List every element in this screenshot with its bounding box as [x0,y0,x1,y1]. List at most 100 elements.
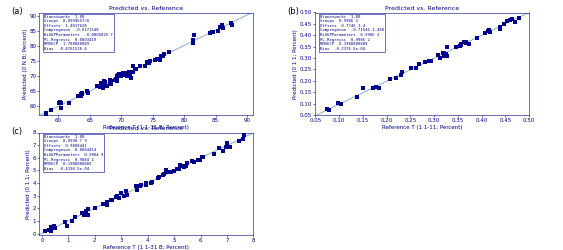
Point [218,26,227,30]
Point [113,73,122,77]
Point [369,86,378,90]
Point [439,51,448,55]
Point [181,164,190,168]
Point [425,59,434,63]
Point [176,163,185,167]
Point [56,101,65,105]
Point [166,170,175,174]
Point [101,80,110,84]
Point [415,62,424,66]
Point [485,30,494,34]
Point [452,46,461,50]
Point [456,43,465,47]
Point [114,72,123,76]
Point [122,71,131,75]
Point [165,170,174,174]
Point [461,40,470,44]
Point [111,77,120,81]
Point [156,58,165,62]
Point [41,229,50,233]
Point [190,33,199,37]
Point [112,78,121,82]
Point [116,74,125,78]
Point [464,42,473,46]
Point [106,78,115,82]
Point [91,206,100,210]
Point [147,181,156,185]
Point [208,30,217,34]
Point [227,21,236,25]
Point [197,154,206,158]
Point [100,78,109,82]
Point [374,86,383,90]
Point [459,40,468,44]
Point [391,76,400,80]
Point [143,60,152,64]
Point [46,225,55,229]
Point [207,30,216,34]
Point [169,169,178,173]
Point [46,228,55,232]
Point [78,211,87,215]
Point [128,70,137,74]
Point [179,165,188,169]
Point [154,176,163,180]
Point [73,94,82,98]
Point [64,101,73,105]
Title: Predicted vs. Reference: Predicted vs. Reference [109,126,184,131]
Y-axis label: Predicted (0 N B; Percent): Predicted (0 N B; Percent) [23,28,28,99]
Point [455,44,464,48]
Point [496,26,505,30]
Point [443,54,452,58]
Point [47,108,56,112]
Point [205,32,215,36]
Point [223,141,232,145]
Point [63,224,72,228]
Point [499,22,508,26]
Point [55,101,64,105]
Point [78,92,87,96]
Point [359,86,368,90]
Point [194,158,203,162]
Point [159,172,168,176]
Y-axis label: Predicted (0 1 1; Percent): Predicted (0 1 1; Percent) [26,149,32,218]
Point [70,215,79,219]
Point [215,146,224,150]
Point [188,38,197,42]
Point [83,212,92,216]
Point [461,41,470,45]
Text: (c): (c) [12,128,23,136]
Point [99,86,108,90]
Point [199,155,208,159]
Point [144,61,153,65]
Point [397,73,406,77]
Point [113,74,122,78]
Point [124,70,133,74]
Point [188,41,197,45]
Point [173,166,182,170]
Text: (a): (a) [12,7,23,16]
Point [238,137,247,141]
Point [124,70,133,73]
Point [435,56,444,60]
X-axis label: Reference T (1 1-11; Percent): Reference T (1 1-11; Percent) [382,124,462,130]
Point [371,85,380,89]
X-axis label: Reference T (1 1-31 B; Percent): Reference T (1 1-31 B; Percent) [104,124,189,130]
Point [133,188,142,192]
Point [61,220,70,224]
Point [102,84,111,88]
Point [515,16,524,20]
Point [195,158,204,162]
Point [333,101,342,105]
Point [485,28,494,32]
Text: Bionetworks  1.00
Groups  0.9998 7 9
Offsets  0.9888441
Compregnson  0.8884414
B: Bionetworks 1.00 Groups 0.9998 7 9 Offse… [44,134,103,171]
Point [103,203,112,207]
Point [158,173,167,177]
Point [225,145,234,149]
Point [132,66,141,70]
Point [443,45,452,49]
Point [121,188,130,192]
Point [78,91,87,95]
Point [221,145,230,149]
Point [44,228,53,232]
